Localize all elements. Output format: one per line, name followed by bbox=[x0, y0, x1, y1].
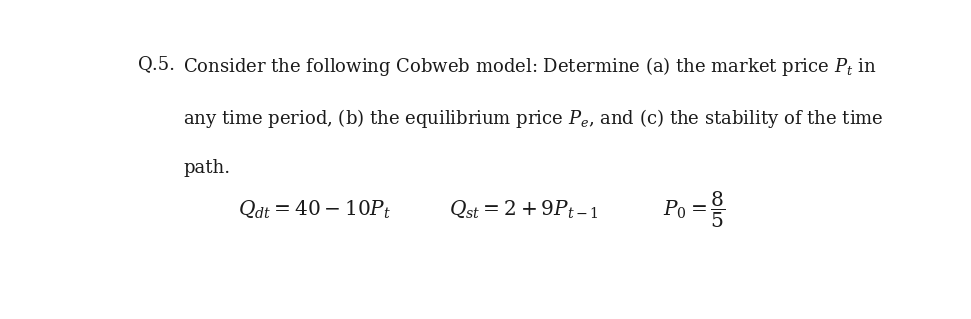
Text: path.: path. bbox=[184, 159, 230, 177]
Text: $P_0 = \dfrac{8}{5}$: $P_0 = \dfrac{8}{5}$ bbox=[663, 190, 726, 230]
Text: Consider the following Cobweb model: Determine (a) the market price $P_t$ in: Consider the following Cobweb model: Det… bbox=[184, 56, 877, 78]
Text: Q.5.: Q.5. bbox=[138, 56, 175, 73]
Text: any time period, (b) the equilibrium price $P_e$, and (c) the stability of the t: any time period, (b) the equilibrium pri… bbox=[184, 107, 884, 130]
Text: $Q_{dt} = 40 - 10P_t$: $Q_{dt} = 40 - 10P_t$ bbox=[238, 199, 391, 221]
Text: $Q_{st} = 2 + 9P_{t-1}$: $Q_{st} = 2 + 9P_{t-1}$ bbox=[449, 199, 598, 221]
